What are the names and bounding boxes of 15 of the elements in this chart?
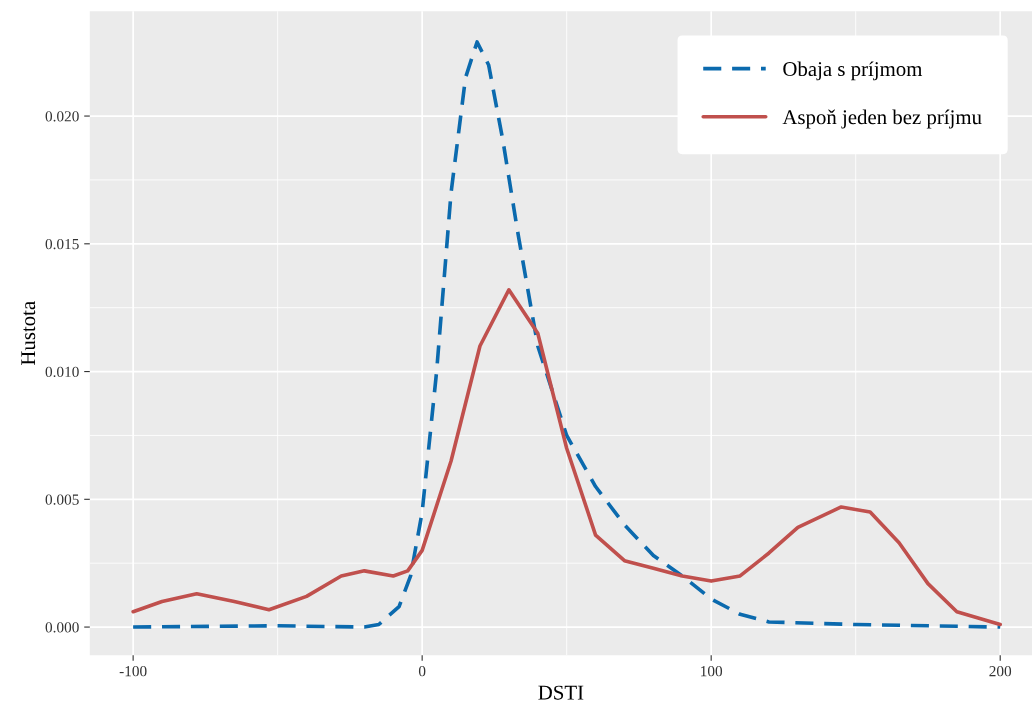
y-tick-label: 0.020: [45, 111, 79, 122]
x-axis-title: DSTI: [538, 685, 584, 700]
x-tick-label: 200: [989, 666, 1012, 677]
line-series: [131, 287, 1003, 627]
x-tick-label: 0: [418, 666, 426, 677]
x-tick-label: 100: [701, 666, 723, 677]
y-tick-label: 0.010: [45, 366, 79, 378]
legend-label: Obaja s príjmom: [783, 61, 923, 81]
line-series: [131, 40, 1003, 629]
y-axis-title: Hustota: [21, 301, 36, 366]
y-tick-label: 0.005: [45, 494, 79, 505]
y-tick-label: 0.000: [45, 622, 79, 633]
y-tick-label: 0.015: [45, 238, 79, 250]
x-tick-label: -100: [119, 666, 147, 677]
legend-label: Aspoň jeden bez príjmu: [782, 109, 982, 129]
